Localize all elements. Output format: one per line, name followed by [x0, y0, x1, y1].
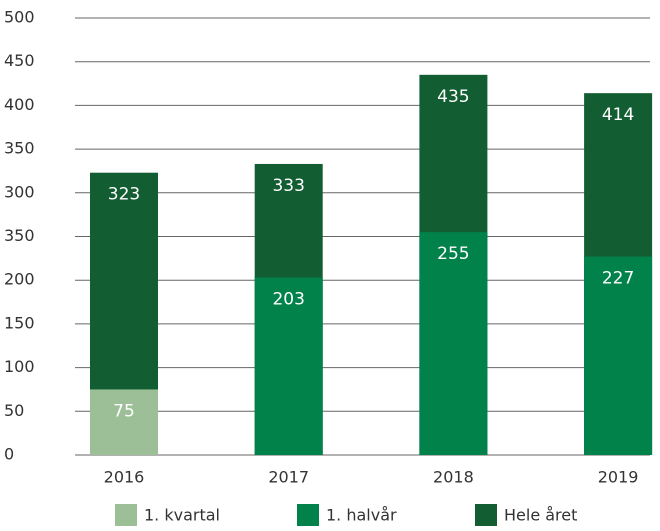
y-tick-label: 150 [4, 313, 35, 332]
bar [419, 232, 488, 455]
y-tick-label: 450 [4, 51, 35, 70]
y-tick-label: 400 [4, 95, 35, 114]
value-label: 333 [272, 176, 304, 196]
y-tick-label: 100 [4, 357, 35, 376]
value-label: 227 [602, 269, 634, 289]
legend-swatch [475, 504, 497, 526]
x-tick-label: 2016 [104, 468, 145, 487]
value-label: 203 [272, 290, 304, 310]
value-label: 75 [113, 401, 135, 421]
legend-label: 1. kvartal [144, 506, 220, 525]
value-label: 414 [602, 105, 634, 125]
y-tick-label: 300 [4, 182, 35, 201]
y-tick-label: 350 [4, 226, 35, 245]
value-label: 323 [108, 185, 140, 205]
legend-label: 1. halvår [326, 506, 397, 525]
y-tick-label: 0 [4, 445, 14, 464]
legend-swatch [115, 504, 137, 526]
x-tick-label: 2017 [268, 468, 309, 487]
value-label: 435 [437, 87, 469, 107]
legend-swatch [297, 504, 319, 526]
y-tick-label: 500 [4, 8, 35, 27]
x-tick-label: 2018 [433, 468, 474, 487]
value-label: 255 [437, 244, 469, 264]
bar [254, 277, 323, 455]
bar [90, 389, 158, 455]
y-tick-label: 200 [4, 270, 35, 289]
legend-label: Hele året [504, 506, 577, 525]
y-tick-label: 350 [4, 139, 35, 158]
bar [584, 256, 653, 455]
y-tick-label: 50 [4, 401, 24, 420]
x-tick-label: 2019 [598, 468, 639, 487]
